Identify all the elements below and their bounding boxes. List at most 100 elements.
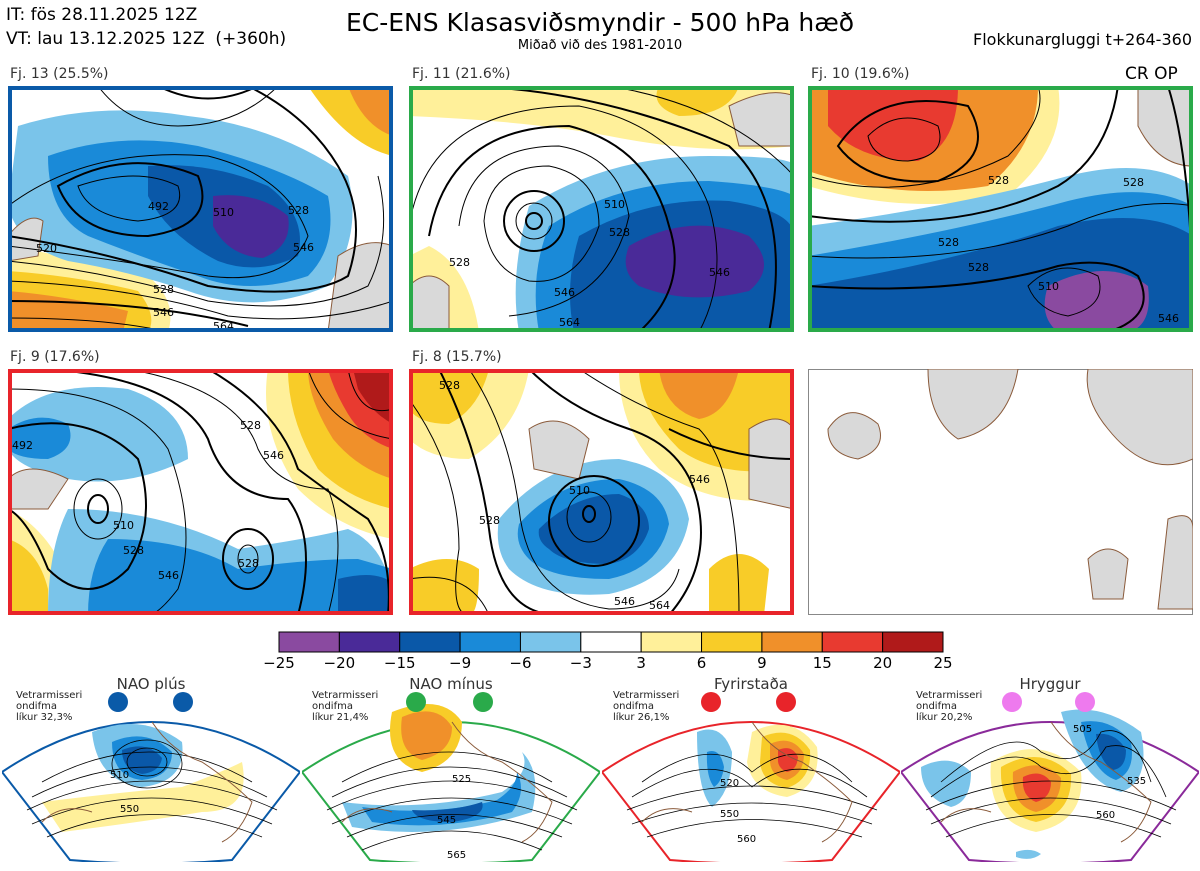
panel-frame	[8, 369, 393, 615]
anomaly-positive	[8, 539, 48, 615]
regime-dot	[173, 692, 193, 712]
anomaly-positive	[656, 86, 739, 116]
contour-label: 528	[449, 256, 470, 269]
contour-label: 550	[120, 804, 139, 815]
contour-label: 525	[452, 774, 471, 785]
regime-title: Hryggur	[1019, 675, 1081, 693]
colorbar-tick-label: −3	[569, 654, 592, 672]
panel-label: Fj. 11 (21.6%)	[412, 66, 511, 82]
anomaly-negative	[1016, 849, 1041, 859]
page-title: EC-ENS Klasasviðsmyndir - 500 hPa hæð	[345, 8, 855, 37]
colorbar-cell	[278, 631, 340, 653]
land	[528, 420, 590, 480]
anomaly-negative	[625, 225, 764, 298]
panel-fj10: 528 528 528 510 528 546	[808, 86, 1193, 332]
contour-label: 546	[689, 473, 710, 486]
height-contours	[26, 739, 278, 838]
contour-label: 560	[737, 834, 756, 845]
contour-label: 528	[479, 514, 500, 527]
height-contours	[925, 730, 1177, 838]
anomaly-negative	[1096, 733, 1126, 770]
colorbar-tick-label: −6	[509, 654, 532, 672]
contour-label: 492	[148, 200, 169, 213]
regime-fyrirstada: 520 550 560	[602, 721, 900, 862]
regime-nao-plus: 510 550	[2, 721, 300, 862]
colorbar-cell	[338, 631, 401, 653]
colorbar-tick-label: −20	[323, 654, 356, 672]
colorbar-cell	[399, 631, 461, 653]
classification-window: Flokkunargluggi t+264-360	[973, 30, 1192, 49]
contour-label: 528	[968, 261, 989, 274]
land	[1086, 369, 1193, 466]
regime-note-line: ondifma	[916, 701, 957, 712]
regime-title: NAO plús	[116, 675, 186, 693]
height-contours	[409, 86, 794, 332]
anomaly-positive	[409, 559, 479, 615]
contour-label: 564	[559, 316, 580, 329]
anomaly-positive	[1022, 773, 1051, 802]
panel-frame	[409, 369, 794, 615]
regime-note-line: líkur 21,4%	[312, 712, 369, 723]
anomaly-negative	[362, 772, 521, 826]
regime-markers	[108, 692, 1095, 712]
land	[1087, 548, 1129, 600]
regime-title: Fyrirstaða	[714, 675, 788, 693]
regime-hryggur: 505 535 560	[901, 709, 1199, 862]
regime-dot	[776, 692, 796, 712]
contour-label: 546	[1158, 312, 1179, 325]
colorbar-tick-label: −9	[449, 654, 472, 672]
height-contours	[8, 86, 393, 332]
colorbar-tick-label: 15	[812, 654, 832, 672]
regime-note-line: líkur 32,3%	[16, 712, 73, 723]
contour-label: 528	[123, 544, 144, 557]
regime-note-line: ondifma	[312, 701, 353, 712]
contour-label: 528	[938, 236, 959, 249]
land	[748, 418, 794, 510]
regime-note-line: líkur 26,1%	[613, 712, 670, 723]
colorbar-cell	[580, 631, 642, 653]
regime-note-line: Vetrarmisseri	[613, 690, 680, 701]
panel-empty-map	[808, 369, 1193, 615]
anomaly-positive	[828, 86, 958, 161]
colorbar-cell	[882, 631, 944, 653]
anomaly-negative	[338, 575, 393, 615]
panel-label: Fj. 13 (25.5%)	[10, 66, 109, 82]
anomaly-negative	[8, 417, 71, 459]
colorbar-cell	[821, 631, 884, 653]
contour-label: 510	[113, 519, 134, 532]
land	[728, 92, 794, 147]
regime-note-line: Vetrarmisseri	[312, 690, 379, 701]
height-contours	[626, 753, 878, 838]
contour-label: 520	[36, 242, 57, 255]
contour-label: 546	[554, 286, 575, 299]
panel-fj9: 492 510 528 546 528 546 528	[8, 369, 393, 615]
anomaly-negative	[1044, 271, 1149, 332]
contour-label: 510	[604, 198, 625, 211]
colorbar-tick-label: 25	[933, 654, 953, 672]
contour-label: 565	[447, 850, 466, 861]
contour-label: 510	[569, 484, 590, 497]
height-contours	[409, 369, 794, 615]
valid-time: VT: lau 13.12.2025 12Z (+360h)	[6, 29, 287, 49]
colorbar-tick-label: 9	[757, 654, 767, 672]
colorbar-cell	[459, 631, 521, 653]
colorbar-tick-label: 20	[873, 654, 893, 672]
contour-label: 510	[110, 770, 129, 781]
regime-title: NAO mínus	[409, 675, 493, 693]
contour-label: 528	[153, 283, 174, 296]
contour-label: 546	[614, 595, 635, 608]
panel-frame	[808, 86, 1193, 332]
colorbar-tick-label: 3	[636, 654, 646, 672]
panel-fj8: 528 510 546 528 546 564	[409, 369, 794, 615]
contour-label: 535	[1127, 776, 1146, 787]
land	[8, 468, 69, 510]
regime-note-line: ondifma	[16, 701, 57, 712]
contour-label: 528	[439, 379, 460, 392]
contour-label: 546	[153, 306, 174, 319]
contour-label: 545	[437, 815, 456, 826]
regime-note-line: Vetrarmisseri	[916, 690, 983, 701]
panel-fj13: 492 510 528 546 520 528 546 564	[8, 86, 393, 332]
colorbar-cell	[640, 631, 703, 653]
colorbar-tick-label: −15	[383, 654, 416, 672]
colorbar-cell	[701, 631, 763, 653]
